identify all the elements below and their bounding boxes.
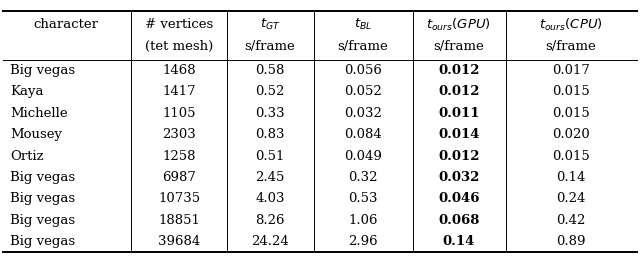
Text: $t_{GT}$: $t_{GT}$ <box>260 17 280 32</box>
Text: # vertices: # vertices <box>145 18 213 31</box>
Text: 0.014: 0.014 <box>438 128 479 141</box>
Text: $t_{BL}$: $t_{BL}$ <box>354 17 372 32</box>
Text: 0.056: 0.056 <box>344 64 382 77</box>
Text: 2.96: 2.96 <box>348 235 378 248</box>
Text: 18851: 18851 <box>158 214 200 227</box>
Text: 0.32: 0.32 <box>348 171 378 184</box>
Text: s/frame: s/frame <box>244 40 296 53</box>
Text: 8.26: 8.26 <box>255 214 285 227</box>
Text: 0.51: 0.51 <box>255 150 285 163</box>
Text: 0.53: 0.53 <box>348 192 378 205</box>
Text: 0.020: 0.020 <box>552 128 589 141</box>
Text: 0.068: 0.068 <box>438 214 479 227</box>
Text: 0.049: 0.049 <box>344 150 382 163</box>
Text: 0.046: 0.046 <box>438 192 479 205</box>
Text: 1468: 1468 <box>163 64 196 77</box>
Text: 0.015: 0.015 <box>552 107 589 120</box>
Text: character: character <box>33 18 99 31</box>
Text: 0.032: 0.032 <box>438 171 479 184</box>
Text: 0.011: 0.011 <box>438 107 479 120</box>
Text: 0.015: 0.015 <box>552 85 589 98</box>
Text: 2303: 2303 <box>163 128 196 141</box>
Text: 1417: 1417 <box>163 85 196 98</box>
Text: Mousey: Mousey <box>10 128 62 141</box>
Text: 0.52: 0.52 <box>255 85 285 98</box>
Text: 0.012: 0.012 <box>438 64 479 77</box>
Text: 0.017: 0.017 <box>552 64 590 77</box>
Text: Michelle: Michelle <box>10 107 68 120</box>
Text: 0.42: 0.42 <box>556 214 586 227</box>
Text: 1.06: 1.06 <box>348 214 378 227</box>
Text: Big vegas: Big vegas <box>10 171 76 184</box>
Text: 0.14: 0.14 <box>443 235 475 248</box>
Text: 0.012: 0.012 <box>438 150 479 163</box>
Text: 6987: 6987 <box>163 171 196 184</box>
Text: 1258: 1258 <box>163 150 196 163</box>
Text: Big vegas: Big vegas <box>10 214 76 227</box>
Text: 2.45: 2.45 <box>255 171 285 184</box>
Text: s/frame: s/frame <box>337 40 388 53</box>
Text: 0.24: 0.24 <box>556 192 586 205</box>
Text: 0.032: 0.032 <box>344 107 382 120</box>
Text: (tet mesh): (tet mesh) <box>145 40 213 53</box>
Text: 0.83: 0.83 <box>255 128 285 141</box>
Text: 1105: 1105 <box>163 107 196 120</box>
Text: Big vegas: Big vegas <box>10 64 76 77</box>
Text: 0.012: 0.012 <box>438 85 479 98</box>
Text: 0.015: 0.015 <box>552 150 589 163</box>
Text: 0.58: 0.58 <box>255 64 285 77</box>
Text: 24.24: 24.24 <box>252 235 289 248</box>
Text: 0.89: 0.89 <box>556 235 586 248</box>
Text: 0.33: 0.33 <box>255 107 285 120</box>
Text: s/frame: s/frame <box>433 40 484 53</box>
Text: 0.052: 0.052 <box>344 85 381 98</box>
Text: $t_{ours}(GPU)$: $t_{ours}(GPU)$ <box>426 17 492 33</box>
Text: Big vegas: Big vegas <box>10 192 76 205</box>
Text: 10735: 10735 <box>158 192 200 205</box>
Text: Ortiz: Ortiz <box>10 150 44 163</box>
Text: s/frame: s/frame <box>545 40 596 53</box>
Text: Kaya: Kaya <box>10 85 44 98</box>
Text: $t_{ours}(CPU)$: $t_{ours}(CPU)$ <box>539 17 603 33</box>
Text: 4.03: 4.03 <box>255 192 285 205</box>
Text: 0.084: 0.084 <box>344 128 381 141</box>
Text: 0.14: 0.14 <box>556 171 586 184</box>
Text: Big vegas: Big vegas <box>10 235 76 248</box>
Text: 39684: 39684 <box>158 235 200 248</box>
